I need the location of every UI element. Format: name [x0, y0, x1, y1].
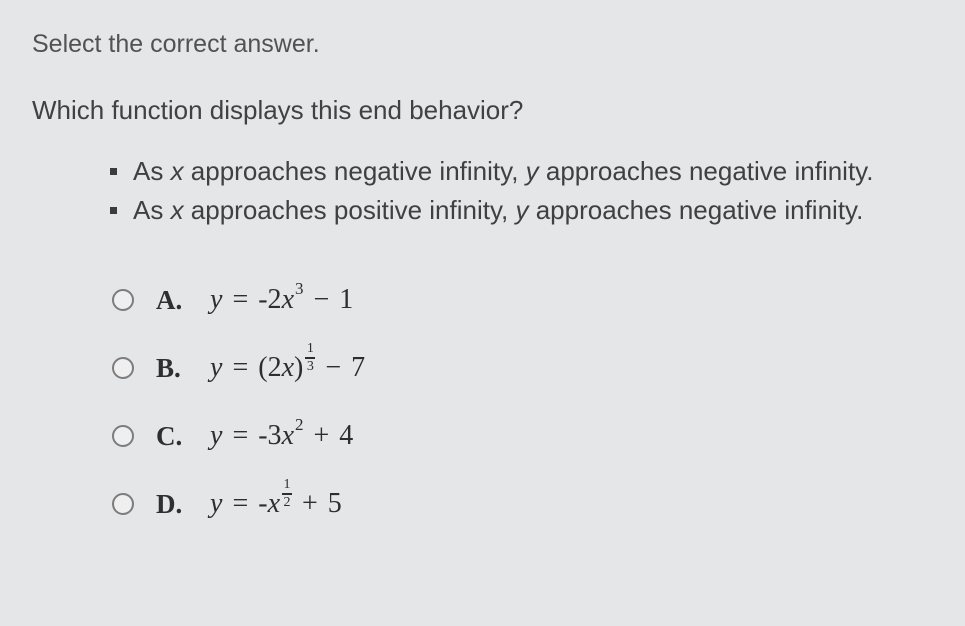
- answer-choices: A. y = -2x3 − 1 B. y = (2x) 1 3: [112, 276, 933, 528]
- choice-letter: A.: [156, 285, 210, 316]
- radio-icon[interactable]: [112, 289, 134, 311]
- fraction-exponent: 1 2: [282, 478, 292, 509]
- list-item-text: As x approaches negative infinity, y app…: [133, 156, 873, 187]
- choice-d[interactable]: D. y = -x 1 2 + 5: [112, 480, 933, 528]
- choice-expression: y = -2x3 − 1: [210, 284, 353, 316]
- bullet-icon: [110, 207, 117, 214]
- question-card: Select the correct answer. Which functio…: [0, 0, 965, 626]
- list-item: As x approaches positive infinity, y app…: [110, 195, 933, 226]
- bullet-icon: [110, 168, 117, 175]
- list-item: As x approaches negative infinity, y app…: [110, 156, 933, 187]
- list-item-text: As x approaches positive infinity, y app…: [133, 195, 863, 226]
- fraction-exponent: 1 3: [305, 342, 315, 373]
- choice-a[interactable]: A. y = -2x3 − 1: [112, 276, 933, 324]
- choice-expression: y = -x 1 2 + 5: [210, 488, 342, 520]
- choice-expression: y = -3x2 + 4: [210, 420, 353, 452]
- choice-letter: B.: [156, 353, 210, 384]
- radio-icon[interactable]: [112, 493, 134, 515]
- choice-expression: y = (2x) 1 3 − 7: [210, 352, 365, 384]
- end-behavior-list: As x approaches negative infinity, y app…: [110, 156, 933, 226]
- choice-c[interactable]: C. y = -3x2 + 4: [112, 412, 933, 460]
- choice-letter: D.: [156, 489, 210, 520]
- choice-letter: C.: [156, 421, 210, 452]
- radio-icon[interactable]: [112, 425, 134, 447]
- radio-icon[interactable]: [112, 357, 134, 379]
- question-prompt: Which function displays this end behavio…: [32, 95, 933, 126]
- choice-b[interactable]: B. y = (2x) 1 3 − 7: [112, 344, 933, 392]
- instruction-text: Select the correct answer.: [32, 30, 933, 59]
